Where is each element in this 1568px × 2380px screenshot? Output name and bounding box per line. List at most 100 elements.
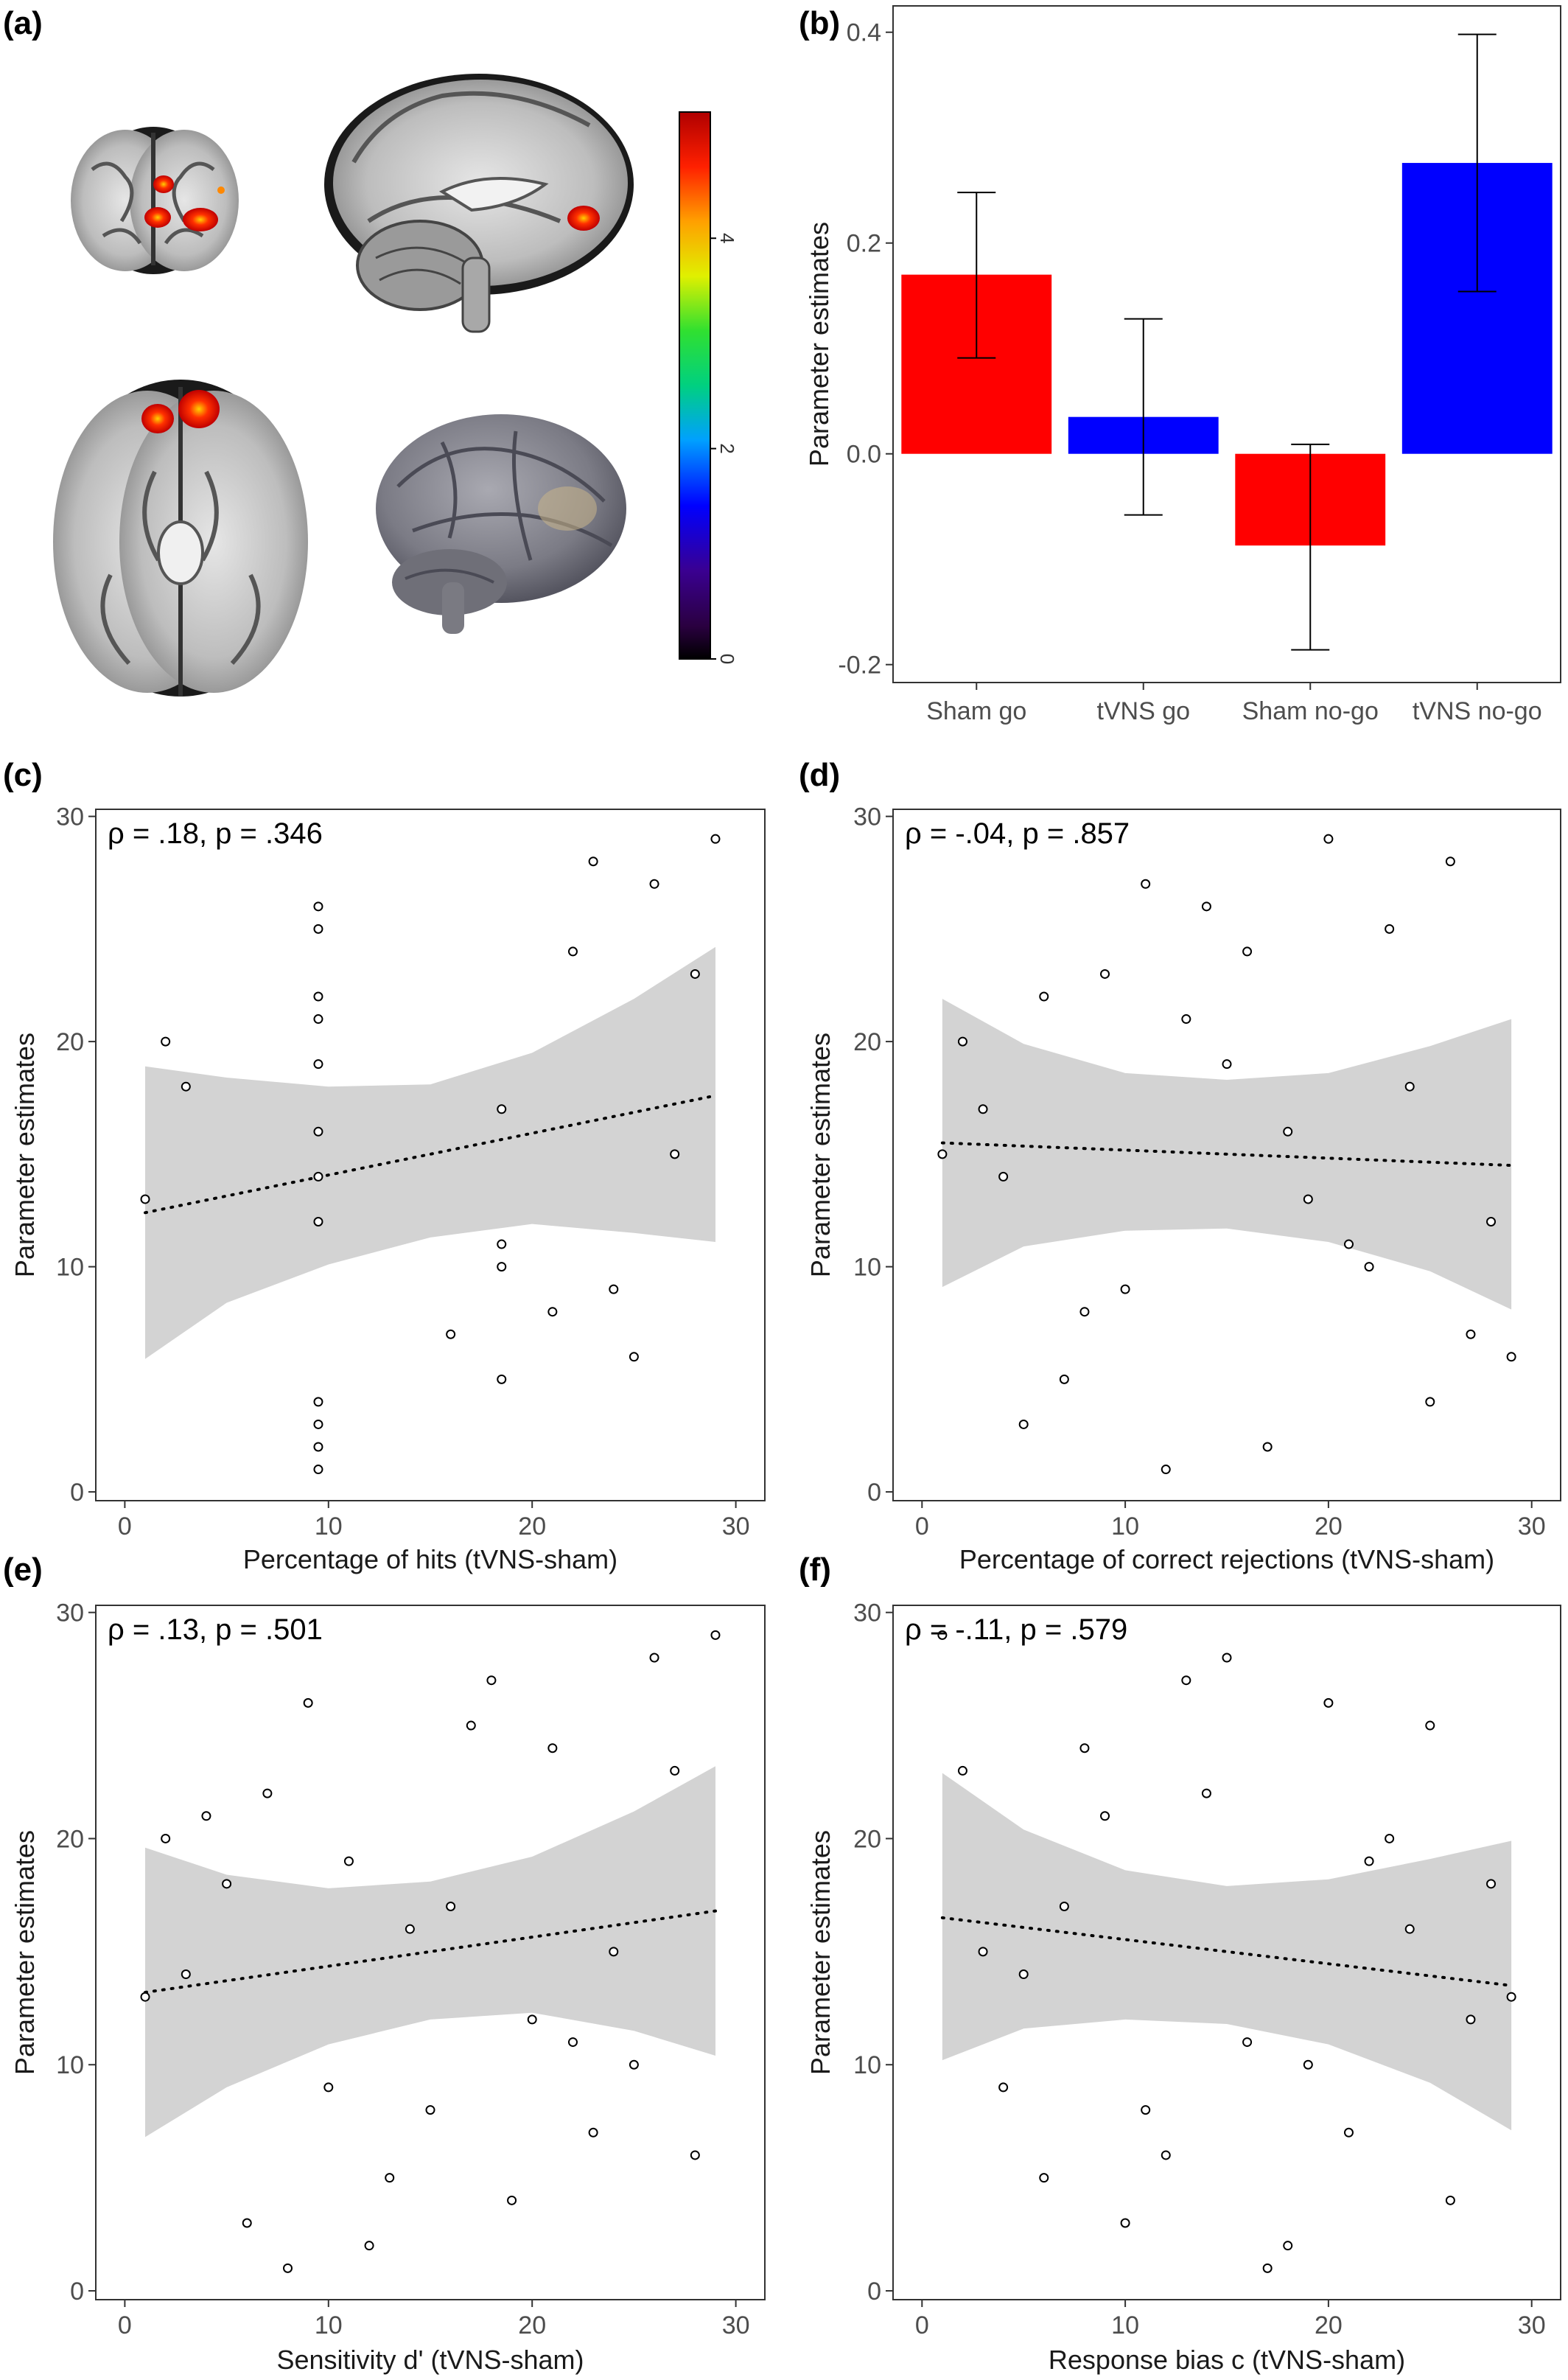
data-point [1161,2150,1171,2160]
colorbar: 0 2 4 [679,111,738,664]
data-point [201,1811,211,1821]
correlation-annotation: ρ = .13, p = .501 [108,1613,323,1646]
data-point [1445,856,1455,867]
y-tick-label: 30 [853,1599,881,1627]
panel-label-f: (f) [799,1552,831,1588]
data-point [1242,2037,1253,2048]
data-point [1303,2059,1313,2070]
data-point [567,2037,578,2048]
x-tick-label: 20 [1315,2311,1343,2339]
colorbar-tick-label: 0 [716,654,738,664]
x-tick-label: Sham no-go [1242,697,1379,725]
x-tick-label: 10 [315,1512,343,1540]
regression-line [940,1916,1513,1987]
scatter-chart-panel-c: 0 10 20 30 0 10 20 30 ρ = .18, p = .346 Percentag… [10,803,766,1574]
data-point [1385,924,1395,934]
data-point [710,1630,721,1640]
x-axis-label: Response bias c (tVNS-sham) [1049,2345,1405,2375]
data-point [313,1419,323,1429]
correlation-annotation: ρ = -.11, p = .579 [905,1613,1127,1646]
bar-chart-panel-b: -0.2 0.0 0.2 0.4 Sham go tVNS go Sham no-go tVN… [804,5,1561,725]
data-point [1262,2263,1273,2273]
data-point [140,1194,150,1204]
data-point [497,1104,507,1114]
data-point [1506,1992,1516,2002]
data-point [313,1014,323,1025]
data-point [313,1171,323,1182]
data-point [313,1397,323,1407]
data-point [323,2082,334,2093]
activation-blob [153,175,174,193]
data-point [222,1879,232,1889]
x-tick-label: 10 [315,2311,343,2339]
data-point [1364,1262,1374,1272]
data-point [497,1374,507,1384]
scatter-chart-panel-f: 0 10 20 30 0 10 20 30 ρ = -.11, p = .579 Response… [805,1599,1561,2375]
data-point [567,946,578,957]
data-point [283,2263,293,2273]
brain-panel: 0 2 4 [53,74,738,697]
data-point [313,901,323,912]
data-point [507,2195,517,2205]
x-tick-label: 20 [518,2311,546,2339]
x-tick-label: 20 [518,1512,546,1540]
x-tick-label: tVNS no-go [1413,697,1542,725]
y-tick-label: 20 [56,1825,84,1853]
x-axis-label: Percentage of hits (tVNS-sham) [243,1544,617,1574]
data-point [1425,1397,1435,1407]
x-tick-label: 30 [1518,1512,1546,1540]
y-tick-label: 0.0 [847,441,881,469]
colorbar-tick-label: 2 [716,443,738,453]
x-tick-label: 30 [722,2311,750,2339]
data-point [1141,2105,1151,2115]
data-point [588,2127,598,2138]
data-point [343,1856,354,1866]
y-tick-label: 20 [56,1028,84,1056]
data-point [1425,1720,1435,1731]
data-point [262,1788,273,1798]
panel-label-c: (c) [3,757,43,793]
data-point [1445,2195,1455,2205]
data-point [1120,1284,1130,1294]
data-point [629,2059,639,2070]
data-point [1181,1014,1191,1025]
y-tick-label: 20 [853,1825,881,1853]
data-point [1385,1833,1395,1843]
data-point [1262,1442,1273,1452]
y-tick-label: 0 [70,1479,84,1507]
x-tick-label: 10 [1111,1512,1139,1540]
correlation-annotation: ρ = -.04, p = .857 [905,817,1130,850]
data-point [1161,1465,1171,1475]
x-axis-label: Percentage of correct rejections (tVNS-s… [959,1544,1494,1574]
data-point [425,2105,435,2115]
data-point [242,2218,252,2228]
data-point [998,1171,1009,1182]
confidence-band [942,1773,1512,2131]
data-point [649,1653,659,1663]
data-point [978,1947,988,1957]
data-point [1343,2127,1354,2138]
data-point [1323,834,1334,844]
data-point [609,1947,619,1957]
y-tick-label: 0 [70,2278,84,2306]
data-point [527,2014,537,2025]
y-axis-label: Parameter estimates [805,1830,836,2075]
data-point [998,2082,1009,2093]
data-point [957,1765,967,1776]
y-axis-label: Parameter estimates [805,1033,836,1277]
data-point [446,1329,456,1339]
correlation-annotation: ρ = .18, p = .346 [108,817,323,850]
data-point [670,1149,680,1159]
data-point [588,856,598,867]
data-point [181,1969,191,1980]
data-point [1283,1126,1293,1137]
data-point [303,1697,313,1708]
data-point [957,1036,967,1047]
data-point [1486,1217,1497,1227]
regression-line [144,1909,717,1995]
data-point [313,991,323,1002]
regression-line [144,1094,717,1215]
data-point [1364,1856,1374,1866]
data-point [547,1743,558,1753]
